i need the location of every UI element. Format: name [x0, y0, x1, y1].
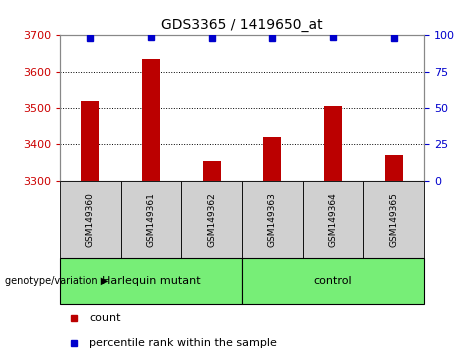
Text: GSM149363: GSM149363 — [268, 192, 277, 247]
Text: Harlequin mutant: Harlequin mutant — [102, 276, 200, 286]
Bar — [181, 181, 242, 258]
Bar — [121, 181, 181, 258]
Bar — [242, 258, 424, 304]
Text: GSM149364: GSM149364 — [329, 192, 337, 247]
Text: GSM149361: GSM149361 — [147, 192, 155, 247]
Bar — [142, 59, 160, 181]
Bar — [242, 181, 303, 258]
Bar — [60, 181, 121, 258]
Text: GSM149365: GSM149365 — [389, 192, 398, 247]
Text: count: count — [89, 313, 121, 323]
Bar — [324, 106, 342, 181]
Bar — [60, 258, 242, 304]
Title: GDS3365 / 1419650_at: GDS3365 / 1419650_at — [161, 18, 323, 32]
Text: genotype/variation ▶: genotype/variation ▶ — [5, 276, 108, 286]
Bar — [384, 155, 403, 181]
Text: GSM149360: GSM149360 — [86, 192, 95, 247]
Text: control: control — [314, 276, 352, 286]
Bar — [363, 181, 424, 258]
Bar — [202, 161, 221, 181]
Bar — [81, 101, 100, 181]
Bar — [263, 137, 282, 181]
Bar — [303, 181, 363, 258]
Text: percentile rank within the sample: percentile rank within the sample — [89, 338, 277, 348]
Text: GSM149362: GSM149362 — [207, 192, 216, 247]
